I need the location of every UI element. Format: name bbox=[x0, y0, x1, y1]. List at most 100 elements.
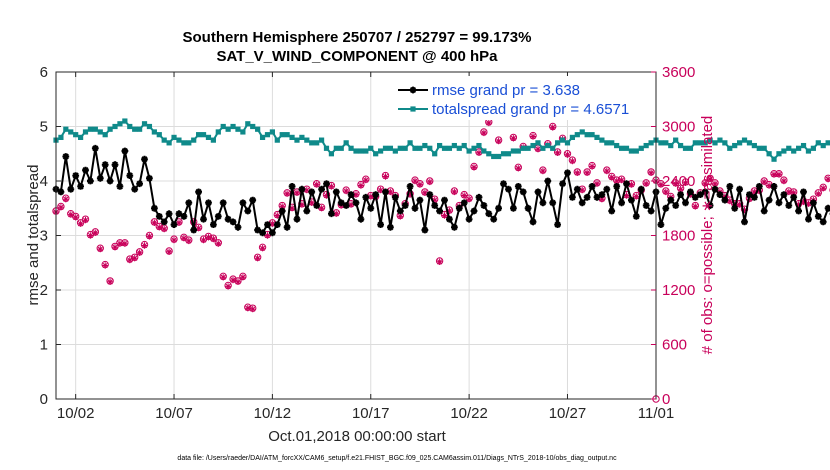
obs-assimilated-point bbox=[554, 149, 561, 156]
rmse-point bbox=[637, 185, 645, 193]
totalspread-point bbox=[240, 129, 246, 135]
obs-assimilated-point bbox=[608, 174, 615, 181]
obs-assimilated-point bbox=[205, 234, 212, 241]
x-axis-label: Oct.01,2018 00:00:00 start bbox=[268, 428, 446, 445]
totalspread-point bbox=[284, 132, 290, 138]
totalspread-point bbox=[594, 134, 600, 140]
totalspread-point bbox=[368, 145, 374, 151]
obs-assimilated-point bbox=[672, 180, 679, 187]
totalspread-point bbox=[387, 145, 394, 151]
totalspread-point bbox=[628, 148, 635, 154]
obs-assimilated-point bbox=[347, 201, 355, 208]
y-tick-label: 4 bbox=[40, 173, 48, 190]
obs-assimilated-point bbox=[303, 186, 310, 194]
totalspread-point bbox=[77, 134, 84, 140]
totalspread-point bbox=[486, 151, 492, 157]
totalspread-point bbox=[604, 140, 610, 146]
rmse-point bbox=[711, 185, 719, 193]
data-file-footer: data file: /Users/raeder/DAI/ATM_forcXX/… bbox=[177, 455, 617, 462]
obs-assimilated-point bbox=[116, 240, 124, 247]
y-tick-label-right: 0 bbox=[662, 391, 670, 408]
rmse-point bbox=[564, 169, 571, 177]
rmse-point bbox=[647, 207, 655, 215]
rmse-point bbox=[559, 180, 566, 188]
obs-assimilated-point bbox=[475, 149, 483, 156]
rmse-point bbox=[534, 188, 542, 196]
totalspread-point bbox=[117, 121, 123, 127]
rmse-point bbox=[205, 199, 212, 207]
rmse-point bbox=[623, 180, 630, 188]
totalspread-point bbox=[687, 145, 694, 151]
rmse-point bbox=[67, 185, 75, 193]
totalspread-point bbox=[540, 145, 546, 151]
x-tick-label: 11/01 bbox=[638, 405, 674, 422]
legend-entry-totalspread: totalspread grand pr = 4.6571 bbox=[398, 101, 629, 118]
totalspread-point bbox=[545, 142, 551, 149]
obs-assimilated-point bbox=[111, 244, 119, 251]
obs-assimilated-point bbox=[97, 245, 104, 253]
totalspread-point bbox=[215, 129, 221, 135]
totalspread-point bbox=[432, 151, 438, 157]
totalspread-point bbox=[712, 140, 718, 146]
totalspread-point bbox=[338, 145, 344, 151]
rmse-point bbox=[342, 202, 350, 209]
totalspread-point bbox=[471, 145, 477, 151]
y-tick-label-right: 2400 bbox=[662, 173, 695, 190]
obs-assimilated-point bbox=[387, 188, 394, 196]
obs-assimilated-point bbox=[269, 220, 276, 227]
totalspread-point bbox=[579, 129, 585, 135]
totalspread-point bbox=[456, 145, 462, 151]
totalspread-point bbox=[200, 132, 207, 138]
totalspread-point bbox=[122, 118, 128, 124]
rmse-point bbox=[805, 215, 812, 223]
totalspread-point bbox=[382, 145, 389, 151]
rmse-point bbox=[382, 188, 389, 196]
rmse-point bbox=[480, 202, 488, 209]
rmse-point bbox=[224, 215, 232, 223]
obs-assimilated-point bbox=[485, 119, 492, 127]
obs-assimilated-point bbox=[795, 201, 802, 208]
totalspread-point bbox=[373, 151, 379, 157]
rmse-point bbox=[416, 196, 424, 204]
totalspread-point bbox=[446, 145, 453, 151]
totalspread-point bbox=[191, 137, 197, 143]
obs-assimilated-point bbox=[298, 201, 306, 208]
obs-assimilated-point bbox=[431, 196, 438, 204]
y-tick-label: 3 bbox=[40, 228, 48, 245]
rmse-point bbox=[136, 180, 143, 188]
rmse-point bbox=[785, 202, 793, 209]
rmse-point bbox=[72, 172, 80, 179]
totalspread-point bbox=[697, 140, 703, 146]
y-tick-label: 0 bbox=[40, 391, 48, 408]
totalspread-point bbox=[451, 142, 457, 149]
totalspread-point bbox=[397, 145, 403, 151]
rmse-point bbox=[391, 193, 399, 201]
rmse-point bbox=[731, 204, 739, 212]
rmse-point bbox=[588, 183, 596, 190]
obs-assimilated-point bbox=[824, 176, 830, 183]
y-tick-label-right: 600 bbox=[662, 337, 687, 354]
rmse-point bbox=[293, 215, 301, 223]
obs-assimilated-point bbox=[800, 198, 807, 206]
totalspread-point bbox=[673, 137, 679, 143]
rmse-point bbox=[401, 202, 409, 209]
rmse-point bbox=[460, 199, 468, 207]
obs-assimilated-point bbox=[220, 274, 227, 281]
totalspread-point bbox=[520, 145, 526, 151]
rmse-point bbox=[760, 207, 768, 215]
rmse-point bbox=[672, 202, 680, 209]
obs-assimilated-point bbox=[736, 201, 743, 208]
obs-assimilated-point bbox=[293, 189, 301, 196]
rmse-point bbox=[155, 213, 163, 220]
obs-assimilated-point bbox=[288, 205, 296, 212]
rmse-point bbox=[736, 185, 743, 193]
rmse-point bbox=[455, 204, 463, 212]
obs-assimilated-point bbox=[82, 216, 89, 224]
rmse-point bbox=[667, 196, 675, 204]
totalspread-point bbox=[751, 142, 757, 149]
obs-assimilated-point bbox=[534, 146, 542, 153]
obs-assimilated-point bbox=[254, 255, 261, 262]
rmse-point bbox=[436, 207, 443, 215]
obs-assimilated-point bbox=[102, 262, 109, 269]
